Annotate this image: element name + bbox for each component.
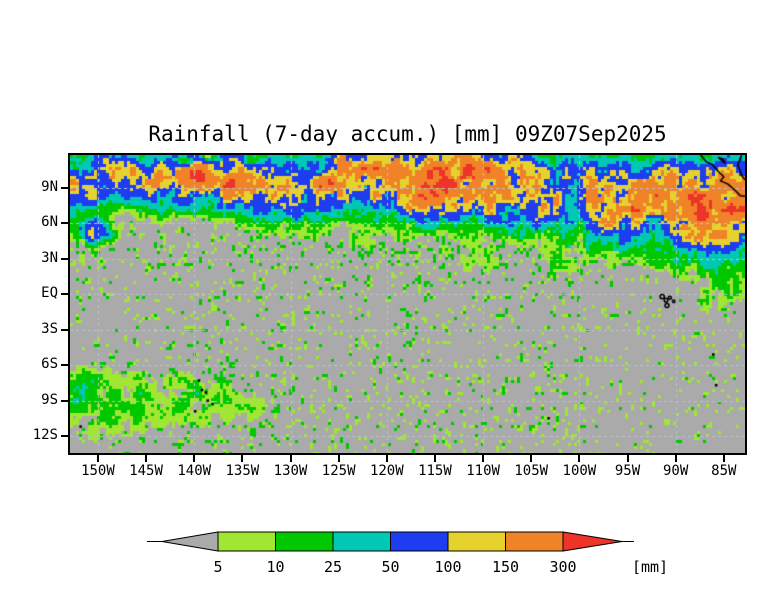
colorbar-segment [217,531,276,552]
colorbar-segment [332,531,391,552]
lat-tick [61,399,68,402]
colorbar-tick-label: 10 [266,558,284,576]
lat-tick-label: EQ [41,285,58,302]
colorbar-tick-label: 150 [492,558,519,576]
lon-tick-label: 115W [418,463,452,479]
rainfall-map-canvas [70,155,745,453]
colorbar-tick-label: 100 [434,558,461,576]
colorbar-tick-label: 25 [324,558,342,576]
lon-tick-label: 100W [562,463,597,479]
colorbar-over-arrow [562,531,623,552]
lat-tick-label: 12S [32,426,58,443]
lon-tick [241,455,244,462]
colorbar-tick-label: 300 [549,558,576,576]
lon-tick [626,455,629,462]
lon-tick [433,455,436,462]
lon-tick-label: 140W [177,463,212,479]
lat-tick [61,293,68,296]
lon-tick [530,455,533,462]
colorbar-tick-label: 50 [381,558,399,576]
lat-tick-label: 3N [41,249,58,266]
lon-tick [674,455,677,462]
lon-tick [96,455,99,462]
lon-tick [289,455,292,462]
lon-tick [385,455,388,462]
lon-tick-label: 120W [369,463,404,479]
lon-tick [337,455,340,462]
lat-tick [61,364,68,367]
lon-tick-label: 90W [663,463,689,479]
lon-tick [193,455,196,462]
lat-tick-label: 6N [41,214,58,231]
colorbar-segment [275,531,334,552]
lon-tick-label: 145W [129,463,163,479]
lon-tick-label: 130W [273,463,308,479]
lon-tick-label: 150W [81,463,115,479]
colorbar-segment [447,531,506,552]
map-frame [68,153,747,455]
colorbar-unit-label: [mm] [632,558,668,576]
lat-tick [61,222,68,225]
lon-tick [578,455,581,462]
lon-tick-label: 125W [321,463,356,479]
lat-tick-label: 3S [41,320,58,337]
lat-tick-label: 9S [41,391,58,408]
colorbar-segment [390,531,449,552]
plot-title: Rainfall (7-day accum.) [mm] 09Z07Sep202… [148,122,667,146]
lon-tick-label: 135W [225,463,260,479]
colorbar-under-arrow [161,531,219,552]
colorbar-tick-label: 5 [213,558,222,576]
lon-tick [722,455,725,462]
lat-tick [61,434,68,437]
lon-tick [145,455,148,462]
lon-tick-label: 85W [711,463,737,479]
lat-tick [61,257,68,260]
lat-tick [61,328,68,331]
colorbar: 5 10 25 50 100 150 300 [mm] [147,531,668,576]
lon-tick-label: 110W [466,463,500,479]
colorbar-segment [505,531,564,552]
lat-tick [61,186,68,189]
lon-tick-label: 95W [614,463,641,479]
lat-tick-label: 9N [41,178,58,195]
lon-tick-label: 105W [514,463,549,479]
lon-tick [482,455,485,462]
lat-tick-label: 6S [41,356,58,373]
